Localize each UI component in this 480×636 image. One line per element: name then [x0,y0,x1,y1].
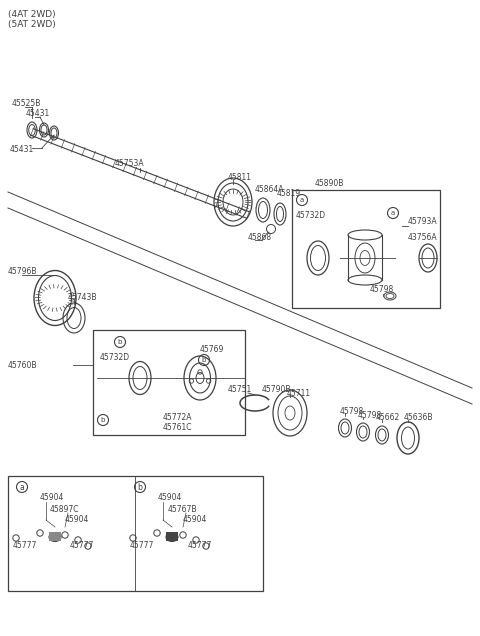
Text: 45777: 45777 [188,541,212,550]
Bar [49,532,61,541]
Text: 45732D: 45732D [296,212,326,221]
Text: 45743B: 45743B [68,293,97,303]
Text: b: b [118,339,122,345]
Text: 45904: 45904 [183,516,207,525]
Text: 45904: 45904 [40,494,64,502]
Text: 45761C: 45761C [163,424,192,432]
Text: 45525B: 45525B [12,99,41,107]
Text: 45769: 45769 [200,345,224,354]
Text: 45793A: 45793A [408,218,438,226]
Text: 45777: 45777 [13,541,37,550]
Text: 45897C: 45897C [50,504,80,513]
Text: 45753A: 45753A [115,158,144,167]
Text: 45904: 45904 [158,494,182,502]
Text: 45777: 45777 [70,541,95,550]
Text: b: b [101,417,105,423]
Text: 45777: 45777 [130,541,155,550]
Text: 45819: 45819 [277,190,301,198]
Text: 43756A: 43756A [408,233,438,242]
Text: 45772A: 45772A [163,413,192,422]
Text: 45890B: 45890B [315,179,344,188]
Text: (4AT 2WD): (4AT 2WD) [8,10,56,18]
Text: 45796B: 45796B [8,268,37,277]
Text: 45790B: 45790B [262,385,291,394]
Text: 45864A: 45864A [255,186,285,195]
Bar [93,330,245,435]
Text: 45431: 45431 [26,109,50,118]
Text: 45767B: 45767B [168,504,197,513]
Text: 45751: 45751 [228,385,252,394]
Text: a: a [20,483,24,492]
Text: 45904: 45904 [65,516,89,525]
Bar [8,476,263,591]
Text: b: b [202,357,206,363]
Text: (5AT 2WD): (5AT 2WD) [8,20,56,29]
Text: 45732D: 45732D [100,354,130,363]
Text: 45868: 45868 [248,233,272,242]
Bar [292,190,440,308]
Text: 45811: 45811 [228,174,252,183]
Bar [166,532,178,541]
Text: 45431: 45431 [10,146,34,155]
Text: 45760B: 45760B [8,361,37,370]
Text: 45636B: 45636B [404,413,433,422]
Text: a: a [391,210,395,216]
Text: 45798: 45798 [340,406,364,415]
Text: b: b [138,483,143,492]
Text: 45662: 45662 [376,413,400,422]
Text: 45798: 45798 [358,410,382,420]
Text: 45711: 45711 [287,389,311,398]
Text: a: a [300,197,304,203]
Text: 45798: 45798 [370,286,394,294]
